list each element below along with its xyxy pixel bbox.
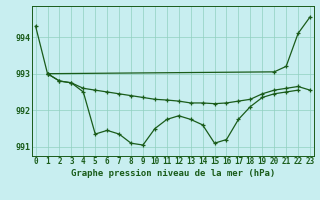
X-axis label: Graphe pression niveau de la mer (hPa): Graphe pression niveau de la mer (hPa) (71, 169, 275, 178)
